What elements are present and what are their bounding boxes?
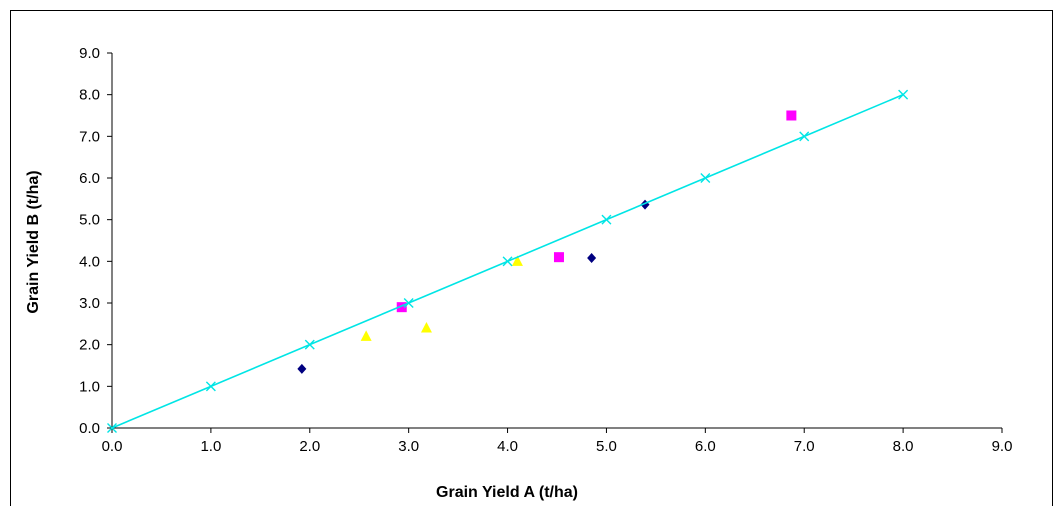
x-tick-label: 6.0 xyxy=(695,438,716,455)
cross-point xyxy=(601,214,612,225)
y-tick-label: 9.0 xyxy=(79,45,100,62)
y-tick-label: 7.0 xyxy=(79,128,100,145)
tick-labels: 0.0 1.0 2.0 3.0 4.0 5.0 6.0 7.0 8.0 9.0 0.0 1.0 2.0 3… xyxy=(79,45,1012,455)
y-tick-label: 2.0 xyxy=(79,337,100,354)
x-axis-title: Grain Yield A (t/ha) xyxy=(436,484,578,501)
x-tick-label: 5.0 xyxy=(596,438,617,455)
square-point xyxy=(396,302,407,313)
y-tick-label: 8.0 xyxy=(79,87,100,104)
x-tick-label: 2.0 xyxy=(299,438,320,455)
series-4 xyxy=(107,89,909,433)
y-tick-label: 5.0 xyxy=(79,212,100,229)
diamond-point xyxy=(587,253,597,263)
cross-point xyxy=(898,89,909,100)
cross-point xyxy=(304,339,315,350)
x-tick-label: 7.0 xyxy=(794,438,815,455)
series-3 xyxy=(360,255,523,341)
y-tick-label: 0.0 xyxy=(79,420,100,437)
square-point xyxy=(553,252,564,263)
y-axis-title: Grain Yield B (t/ha) xyxy=(25,170,42,313)
axes xyxy=(107,52,1003,433)
square-point xyxy=(786,110,797,121)
triangle-point xyxy=(511,255,523,266)
series-2 xyxy=(396,110,797,313)
diamond-point xyxy=(297,363,307,374)
y-tick-label: 4.0 xyxy=(79,253,100,270)
x-tick-label: 8.0 xyxy=(893,438,914,455)
x-tick-label: 0.0 xyxy=(102,438,123,455)
triangle-point xyxy=(420,322,432,333)
x-tick-label: 3.0 xyxy=(398,438,419,455)
cross-point xyxy=(107,423,117,433)
data-series xyxy=(107,89,909,433)
x-tick-label: 1.0 xyxy=(200,438,221,455)
y-tick-label: 6.0 xyxy=(79,170,100,187)
cross-point xyxy=(502,256,513,267)
x-tick-label: 4.0 xyxy=(497,438,518,455)
chart-border xyxy=(10,10,1053,511)
triangle-point xyxy=(360,330,372,341)
cross-point xyxy=(205,381,216,392)
y-tick-label: 3.0 xyxy=(79,295,100,312)
cross-point xyxy=(799,131,810,142)
x-tick-label: 9.0 xyxy=(992,438,1013,455)
y-tick-label: 1.0 xyxy=(79,378,100,395)
cross-point xyxy=(403,298,414,308)
cross-point xyxy=(700,173,711,183)
